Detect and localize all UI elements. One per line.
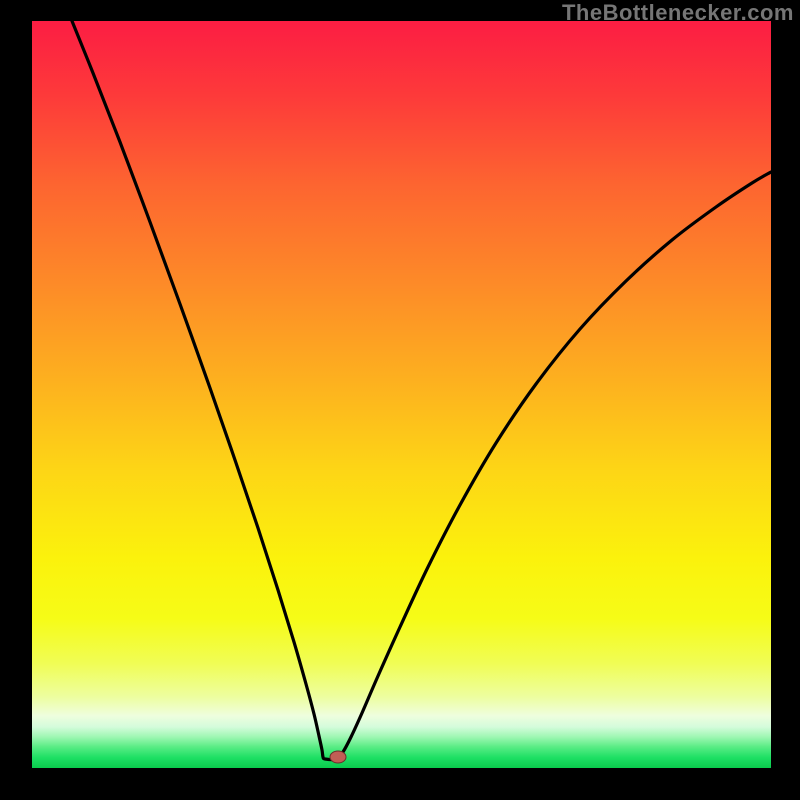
gradient-background bbox=[32, 21, 771, 768]
plot-area bbox=[32, 21, 771, 768]
chart-container: TheBottlenecker.com bbox=[0, 0, 800, 800]
watermark-label: TheBottlenecker.com bbox=[562, 0, 794, 26]
